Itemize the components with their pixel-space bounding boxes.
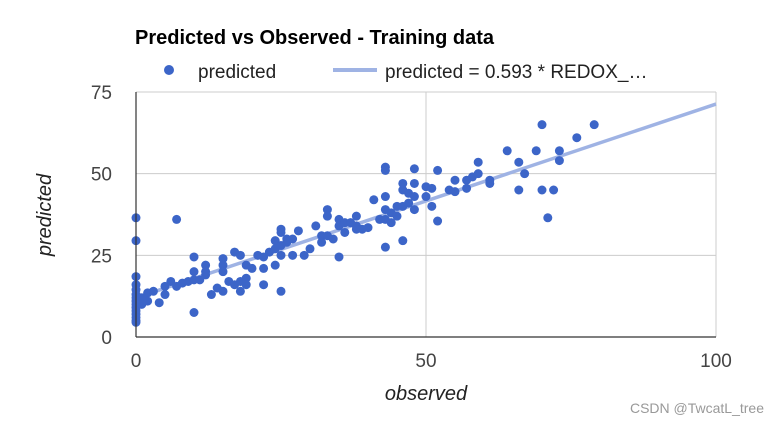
data-point [404,198,414,208]
data-point [189,267,199,277]
data-point [386,218,396,228]
data-point [537,120,547,130]
data-point [317,237,327,247]
data-point [351,211,361,221]
data-point [427,183,437,193]
data-point [380,242,390,252]
data-point [409,192,419,202]
x-tick-label: 100 [700,351,732,372]
data-point [270,260,280,270]
data-point [148,286,158,296]
data-point [433,165,443,175]
data-point [473,157,483,167]
legend-label-trendline: predicted = 0.593 * REDOX_… [385,62,647,83]
scatter-points [131,120,599,327]
data-point [537,185,547,195]
data-point [462,183,472,193]
data-point [398,236,408,246]
data-point [380,192,390,202]
watermark: CSDN @TwcatL_tree [630,400,764,416]
y-tick-label: 50 [91,165,112,186]
data-point [328,234,338,244]
data-point [322,211,332,221]
data-point [247,263,257,273]
y-tick-label: 75 [91,83,112,104]
data-point [189,252,199,262]
data-point [549,185,559,195]
data-point [143,296,153,306]
data-point [502,146,512,156]
tick-labels: 0 25 50 75 0 50 100 [91,83,732,372]
data-point [189,308,199,317]
data-point [554,156,564,166]
data-point [276,286,286,296]
data-point [218,286,228,296]
data-point [334,252,344,262]
y-tick-label: 0 [101,328,112,349]
data-point [299,250,309,260]
data-point [514,185,524,195]
data-point [380,165,390,175]
data-point [409,178,419,188]
gridlines [136,91,717,337]
data-point [554,146,564,156]
data-point [160,290,170,300]
data-point [450,187,460,197]
y-axis-title: predicted [34,173,56,257]
data-point [340,227,350,237]
chart-title: Predicted vs Observed - Training data [135,27,495,49]
data-point [409,205,419,215]
data-point [398,178,408,188]
data-point [172,214,182,224]
data-point [276,227,286,237]
data-point [201,260,211,270]
data-point [409,164,419,174]
y-tick-label: 25 [91,246,112,267]
data-point [218,267,228,277]
data-point [572,133,582,143]
data-point [322,205,332,215]
data-point [293,226,303,236]
data-point [421,192,431,202]
data-point [473,169,483,179]
legend: predicted predicted = 0.593 * REDOX_… [164,62,647,83]
data-point [433,216,443,226]
data-point [531,146,541,156]
data-point [369,195,379,205]
data-point [201,267,211,277]
data-point [543,213,553,223]
data-point [241,273,251,283]
data-point [485,178,495,188]
data-point [218,254,228,264]
x-axis-title: observed [385,383,468,405]
data-point [427,201,437,211]
data-point [276,250,286,260]
data-point [450,175,460,185]
data-point [288,234,298,244]
data-point [392,211,402,221]
data-point [520,169,530,179]
data-point [589,120,599,130]
data-point [218,260,228,270]
legend-marker-predicted [164,65,174,75]
data-point [311,221,321,231]
legend-label-predicted: predicted [198,62,276,83]
data-point [241,280,251,290]
data-point [305,244,315,254]
axes [135,92,716,338]
data-point [514,157,524,167]
data-point [235,250,245,260]
data-point [235,286,245,296]
data-point [206,290,216,300]
data-point [259,280,269,290]
x-tick-label: 0 [131,351,142,372]
data-point [154,298,164,308]
data-point [363,223,373,233]
x-tick-label: 50 [415,351,436,372]
data-point [259,263,269,273]
data-point [288,250,298,260]
